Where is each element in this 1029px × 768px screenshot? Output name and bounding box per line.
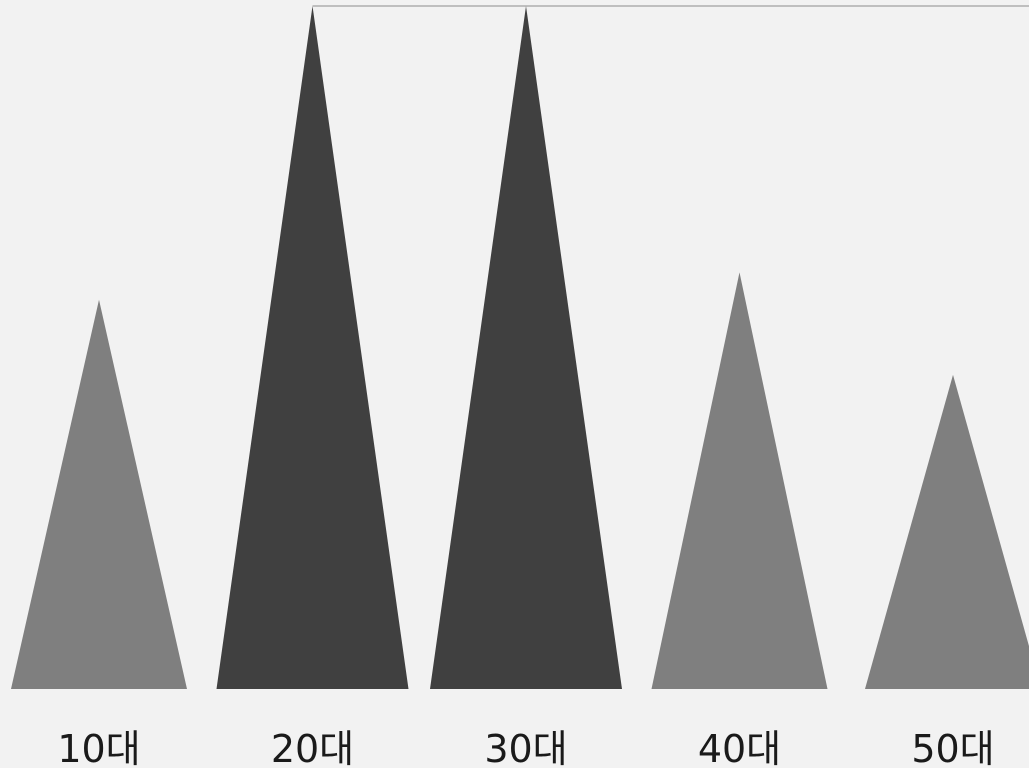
category-label-3: 30대 [484, 727, 567, 768]
triangle-mark-5 [865, 374, 1029, 689]
triangle-mark-1 [11, 299, 187, 689]
category-label-2: 20대 [271, 727, 354, 768]
category-label-4: 40대 [698, 727, 781, 768]
triangle-mark-4 [651, 272, 828, 689]
triangle-mark-3 [430, 6, 622, 689]
category-label-5: 50대 [911, 727, 994, 768]
triangle-marks [11, 6, 1029, 689]
triangle-mark-2 [216, 6, 409, 689]
category-labels: 10대 20대 30대 40대 50대 [57, 727, 994, 768]
category-label-1: 10대 [57, 727, 140, 768]
